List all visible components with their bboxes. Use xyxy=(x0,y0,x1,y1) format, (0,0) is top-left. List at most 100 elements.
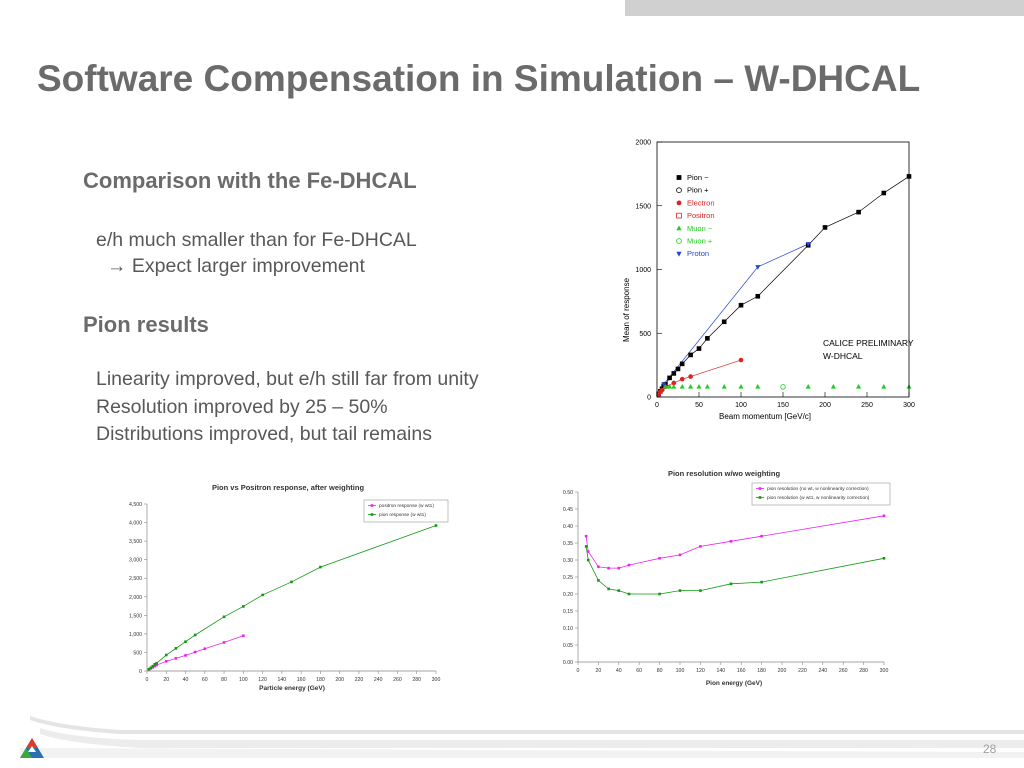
chart-title: Pion resolution w/wo weighting xyxy=(668,469,780,478)
legend-marker xyxy=(676,212,682,219)
data-point xyxy=(261,593,264,597)
data-point xyxy=(760,580,763,584)
x-tick-label: 200 xyxy=(819,402,831,409)
bullet-linearity: Linearity improved, but e/h still far fr… xyxy=(96,368,479,390)
x-axis-label: Pion energy (GeV) xyxy=(706,680,762,687)
header-decoration-bar xyxy=(625,0,1024,16)
legend-marker xyxy=(676,251,682,257)
bullet-distributions: Distributions improved, but tail remains xyxy=(96,423,432,445)
y-tick-label: 500 xyxy=(639,331,651,338)
data-point xyxy=(155,661,158,665)
data-point xyxy=(688,352,693,358)
y-tick-label: 0.10 xyxy=(563,626,573,632)
data-point xyxy=(184,640,187,643)
data-point xyxy=(856,384,862,389)
x-tick-label: 260 xyxy=(393,677,402,683)
data-point xyxy=(222,641,226,644)
x-tick-label: 240 xyxy=(818,668,827,674)
legend-box xyxy=(363,499,449,523)
legend-marker xyxy=(676,225,682,231)
x-tick-label: 120 xyxy=(258,677,267,683)
x-tick-label: 300 xyxy=(903,402,915,409)
x-tick-label: 300 xyxy=(880,668,889,674)
data-point xyxy=(151,664,155,668)
legend-marker xyxy=(676,187,682,193)
x-tick-label: 20 xyxy=(163,677,169,683)
y-tick-label: 0 xyxy=(139,669,142,675)
data-point xyxy=(688,374,693,379)
data-point xyxy=(164,653,168,657)
chart-title: Pion vs Positron response, after weighti… xyxy=(212,483,365,492)
legend-entry: positron response (w wt1) xyxy=(379,503,434,509)
data-point xyxy=(242,605,245,608)
x-tick-label: 40 xyxy=(183,677,189,683)
section-heading-comparison: Comparison with the Fe-DHCAL xyxy=(83,168,417,193)
data-point xyxy=(705,336,710,341)
x-tick-label: 280 xyxy=(412,677,421,683)
bullet-eh-smaller: e/h much smaller than for Fe-DHCAL xyxy=(96,229,417,251)
x-tick-label: 100 xyxy=(676,668,685,674)
x-tick-label: 140 xyxy=(278,677,287,683)
bullet-expect-improvement: → Expect larger improvement xyxy=(107,255,365,277)
data-point xyxy=(193,650,197,654)
data-point xyxy=(290,580,293,584)
data-point xyxy=(696,384,702,389)
x-tick-label: 180 xyxy=(316,677,325,683)
legend-entry: Positron xyxy=(687,211,715,220)
legend-marker xyxy=(676,200,682,206)
x-tick-label: 220 xyxy=(355,677,364,683)
data-point xyxy=(586,550,590,553)
data-point xyxy=(679,384,685,389)
x-tick-label: 300 xyxy=(432,677,441,683)
y-tick-label: 0.45 xyxy=(563,507,573,513)
data-point xyxy=(738,302,744,308)
data-point xyxy=(658,557,661,560)
data-point xyxy=(147,667,151,671)
legend-entry: Muon + xyxy=(687,237,713,246)
legend-marker xyxy=(758,487,762,490)
y-tick-label: 0.35 xyxy=(563,541,573,547)
argonne-logo-icon xyxy=(20,738,44,758)
data-point xyxy=(721,319,727,325)
data-point xyxy=(164,660,168,663)
data-point xyxy=(222,615,226,619)
data-point xyxy=(882,557,886,560)
x-tick-label: 50 xyxy=(695,402,703,409)
data-point xyxy=(671,380,677,386)
x-tick-label: 20 xyxy=(596,668,602,674)
data-point xyxy=(688,384,694,389)
legend-marker xyxy=(676,238,682,244)
data-point xyxy=(679,361,685,367)
x-tick-label: 260 xyxy=(839,668,848,674)
data-point xyxy=(242,634,245,638)
x-tick-label: 0 xyxy=(577,668,580,674)
x-tick-label: 200 xyxy=(778,668,787,674)
data-point xyxy=(174,657,178,660)
x-tick-label: 0 xyxy=(655,402,659,409)
data-point xyxy=(805,242,811,247)
data-point xyxy=(699,589,702,592)
legend-entry: Proton xyxy=(687,249,709,258)
legend-marker xyxy=(758,496,762,499)
data-point xyxy=(193,633,197,637)
y-tick-label: 0.15 xyxy=(563,609,573,615)
slide-title: Software Compensation in Simulation – W-… xyxy=(37,58,921,99)
data-point xyxy=(881,190,887,196)
y-tick-label: 0 xyxy=(647,395,651,402)
data-point xyxy=(658,592,661,596)
data-point xyxy=(617,566,621,570)
x-tick-label: 100 xyxy=(735,402,747,409)
x-tick-label: 100 xyxy=(239,677,248,683)
data-point xyxy=(155,663,158,667)
data-point xyxy=(659,387,665,393)
x-tick-label: 40 xyxy=(616,668,622,674)
data-point xyxy=(881,384,887,389)
x-tick-label: 160 xyxy=(297,677,306,683)
legend-entry: Muon − xyxy=(687,224,713,233)
legend-entry: Electron xyxy=(687,198,715,207)
data-point xyxy=(780,384,786,390)
page-number: 28 xyxy=(983,742,997,756)
data-point xyxy=(434,524,438,527)
y-tick-label: 0.25 xyxy=(563,575,573,581)
data-point xyxy=(607,587,610,591)
